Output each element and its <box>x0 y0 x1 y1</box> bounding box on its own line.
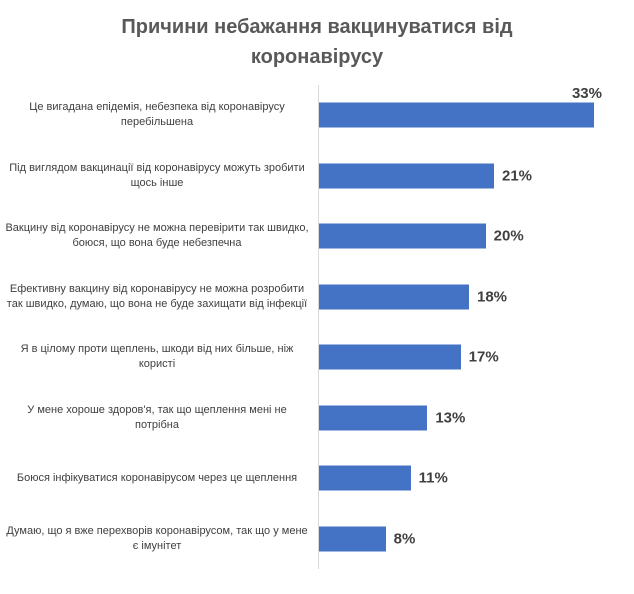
bar <box>319 465 411 491</box>
bar <box>319 405 428 431</box>
value-label: 21% <box>502 167 533 185</box>
chart-row: Під виглядом вакцинації від коронавірусу… <box>0 145 634 206</box>
category-label: Ефективну вакцину від коронавірусу не мо… <box>6 282 308 310</box>
category-label: Це вигадана епідемія, небезпека від коро… <box>29 101 285 129</box>
bar-cell: 11% <box>318 448 634 509</box>
bar <box>319 163 494 189</box>
chart-row: Вакцину від коронавірусу не можна переві… <box>0 206 634 267</box>
bar-cell: 8% <box>318 508 634 569</box>
bar <box>319 223 486 249</box>
bar-cell: 18% <box>318 266 634 327</box>
bar <box>319 284 469 310</box>
value-label: 13% <box>435 409 466 427</box>
value-label: 17% <box>468 348 499 366</box>
category-label: Думаю, що я вже перехворів коронавірусом… <box>6 524 308 552</box>
chart-title: Причини небажання вакцинуватися від коро… <box>121 16 513 68</box>
bar-cell: 20% <box>318 206 634 267</box>
value-label: 11% <box>418 469 448 487</box>
bar <box>319 526 386 552</box>
category-label: Я в цілому проти щеплень, шкоди від них … <box>20 343 294 371</box>
category-label: Під виглядом вакцинації від коронавірусу… <box>9 161 305 189</box>
chart-row: Це вигадана епідемія, небезпека від коро… <box>0 85 634 146</box>
category-label: У мене хороше здоров'я, так що щеплення … <box>27 403 287 431</box>
bar-cell: 21% <box>318 145 634 206</box>
chart-row: У мене хороше здоров'я, так що щеплення … <box>0 387 634 448</box>
chart-row: Я в цілому проти щеплень, шкоди від них … <box>0 327 634 388</box>
bar-cell: 17% <box>318 327 634 388</box>
bar-cell: 13% <box>318 387 634 448</box>
category-label: Вакцину від коронавірусу не можна переві… <box>5 222 309 250</box>
value-label: 20% <box>493 227 524 245</box>
chart-row: Боюся інфікуватися коронавірусом через ц… <box>0 448 634 509</box>
value-label: 18% <box>477 288 508 306</box>
category-label: Боюся інфікуватися коронавірусом через ц… <box>16 471 298 484</box>
bar-cell: 33% <box>318 85 634 146</box>
chart-row: Думаю, що я вже перехворів коронавірусом… <box>0 508 634 569</box>
plot-area: Це вигадана епідемія, небезпека від коро… <box>0 85 634 569</box>
bar <box>319 102 594 128</box>
plot-rows: Це вигадана епідемія, небезпека від коро… <box>0 85 634 569</box>
value-label: 8% <box>393 530 416 548</box>
value-label: 33% <box>571 85 602 102</box>
bar <box>319 344 461 370</box>
chart-row: Ефективну вакцину від коронавірусу не мо… <box>0 266 634 327</box>
